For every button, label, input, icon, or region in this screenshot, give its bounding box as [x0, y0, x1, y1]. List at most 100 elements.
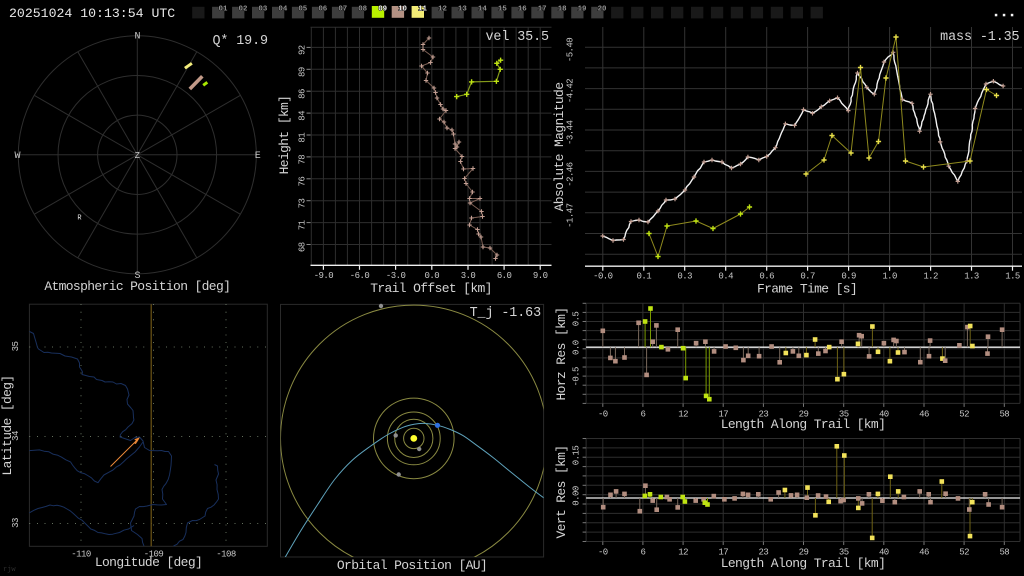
svg-text:76: 76 — [298, 177, 308, 187]
svg-text:9.0: 9.0 — [533, 271, 548, 281]
svg-text:84: 84 — [298, 111, 308, 121]
svg-text:12: 12 — [678, 410, 688, 420]
svg-text:-109: -109 — [144, 550, 164, 560]
svg-text:0.0: 0.0 — [425, 271, 440, 281]
svg-text:-5.40: -5.40 — [566, 38, 576, 62]
svg-text:Z: Z — [135, 151, 141, 161]
svg-text:-1.47: -1.47 — [566, 203, 576, 227]
svg-text:-110: -110 — [71, 550, 91, 560]
svg-text:81: 81 — [298, 133, 308, 143]
svg-text:02: 02 — [239, 5, 248, 13]
svg-text:W: W — [15, 151, 21, 162]
svg-text:0.9: 0.9 — [841, 272, 856, 282]
svg-text:17: 17 — [538, 5, 547, 13]
svg-text:-2.46: -2.46 — [566, 162, 576, 186]
svg-text:10: 10 — [398, 5, 407, 13]
svg-text:29: 29 — [799, 548, 809, 558]
svg-text:06: 06 — [318, 5, 327, 13]
svg-text:-6.0: -6.0 — [350, 271, 370, 281]
svg-text:Atmospheric Position [deg]: Atmospheric Position [deg] — [44, 279, 230, 294]
svg-text:0.7: 0.7 — [800, 272, 815, 282]
svg-text:0.5: 0.5 — [572, 312, 582, 327]
svg-text:03: 03 — [258, 5, 267, 13]
svg-text:33: 33 — [11, 518, 21, 528]
svg-text:-3.0: -3.0 — [386, 271, 406, 281]
svg-text:1.5: 1.5 — [1005, 272, 1020, 282]
svg-text:0.0: 0.0 — [572, 340, 582, 355]
svg-text:23: 23 — [759, 410, 769, 420]
svg-text:20: 20 — [598, 5, 607, 13]
svg-text:vel 35.5: vel 35.5 — [486, 30, 550, 45]
svg-text:07: 07 — [338, 5, 347, 13]
svg-text:Q* 19.9: Q* 19.9 — [212, 34, 268, 49]
svg-text:-0.5: -0.5 — [572, 367, 582, 387]
svg-text:-0: -0 — [598, 410, 608, 420]
svg-text:0.4: 0.4 — [718, 272, 733, 282]
svg-text:Height [km]: Height [km] — [277, 96, 292, 175]
svg-text:35: 35 — [839, 548, 849, 558]
svg-text:0.15: 0.15 — [572, 446, 582, 466]
svg-text:6: 6 — [640, 548, 645, 558]
svg-text:Horz Res [km]: Horz Res [km] — [554, 308, 569, 401]
svg-text:rjw: rjw — [3, 566, 16, 574]
svg-text:6: 6 — [640, 410, 645, 420]
svg-text:68: 68 — [298, 242, 308, 252]
svg-text:09: 09 — [378, 5, 387, 13]
svg-text:05: 05 — [298, 5, 307, 13]
svg-text:46: 46 — [919, 548, 929, 558]
svg-text:S: S — [135, 271, 141, 282]
svg-text:14: 14 — [478, 5, 487, 13]
svg-text:92: 92 — [298, 45, 308, 55]
svg-text:Trail Offset [km]: Trail Offset [km] — [370, 281, 492, 296]
svg-text:mass -1.35: mass -1.35 — [940, 30, 1019, 45]
svg-text:-0.0: -0.0 — [593, 272, 613, 282]
svg-text:58: 58 — [999, 548, 1009, 558]
svg-text:34: 34 — [11, 431, 21, 441]
svg-text:40: 40 — [879, 548, 889, 558]
svg-text:-4.42: -4.42 — [566, 79, 576, 103]
svg-text:19: 19 — [578, 5, 587, 13]
svg-text:0.6: 0.6 — [759, 272, 774, 282]
svg-text:23: 23 — [759, 548, 769, 558]
svg-text:1.3: 1.3 — [964, 272, 979, 282]
svg-text:1.2: 1.2 — [923, 272, 938, 282]
svg-text:Orbital Position [AU]: Orbital Position [AU] — [337, 558, 487, 573]
svg-text:1.0: 1.0 — [882, 272, 897, 282]
svg-text:73: 73 — [298, 199, 308, 209]
svg-text:6.0: 6.0 — [497, 271, 512, 281]
svg-text:40: 40 — [879, 410, 889, 420]
svg-text:R: R — [77, 215, 82, 223]
svg-text:35: 35 — [11, 342, 21, 352]
svg-text:46: 46 — [919, 410, 929, 420]
svg-text:N: N — [135, 32, 141, 43]
svg-text:29: 29 — [799, 410, 809, 420]
svg-text:01: 01 — [219, 5, 228, 13]
svg-text:17: 17 — [718, 410, 728, 420]
svg-text:18: 18 — [558, 5, 567, 13]
svg-text:-9.0: -9.0 — [314, 271, 334, 281]
svg-text:T_j -1.63: T_j -1.63 — [470, 306, 541, 321]
svg-text:12: 12 — [438, 5, 447, 13]
svg-text:Length Along Trail [km]: Length Along Trail [km] — [721, 417, 885, 432]
svg-text:58: 58 — [999, 410, 1009, 420]
svg-text:Latitude [deg]: Latitude [deg] — [0, 375, 15, 475]
svg-text:52: 52 — [959, 410, 969, 420]
svg-text:-108: -108 — [216, 550, 236, 560]
svg-text:0.3: 0.3 — [677, 272, 692, 282]
svg-text:35: 35 — [839, 410, 849, 420]
svg-text:17: 17 — [718, 548, 728, 558]
svg-text:11: 11 — [418, 5, 427, 13]
svg-text:12: 12 — [678, 548, 688, 558]
svg-text:Frame Time [s]: Frame Time [s] — [757, 282, 857, 297]
svg-text:Vert Res [km]: Vert Res [km] — [554, 446, 569, 539]
svg-text:20251024 10:13:54 UTC: 20251024 10:13:54 UTC — [9, 6, 175, 21]
svg-text:0.00: 0.00 — [572, 486, 582, 506]
svg-text:-3.44: -3.44 — [566, 121, 576, 145]
svg-text:16: 16 — [518, 5, 527, 13]
svg-text:52: 52 — [959, 548, 969, 558]
svg-text:Absolute Magnitude: Absolute Magnitude — [552, 83, 567, 212]
svg-text:-0: -0 — [598, 548, 608, 558]
svg-text:3.0: 3.0 — [461, 271, 476, 281]
svg-text:89: 89 — [298, 67, 308, 77]
svg-text:15: 15 — [498, 5, 507, 13]
